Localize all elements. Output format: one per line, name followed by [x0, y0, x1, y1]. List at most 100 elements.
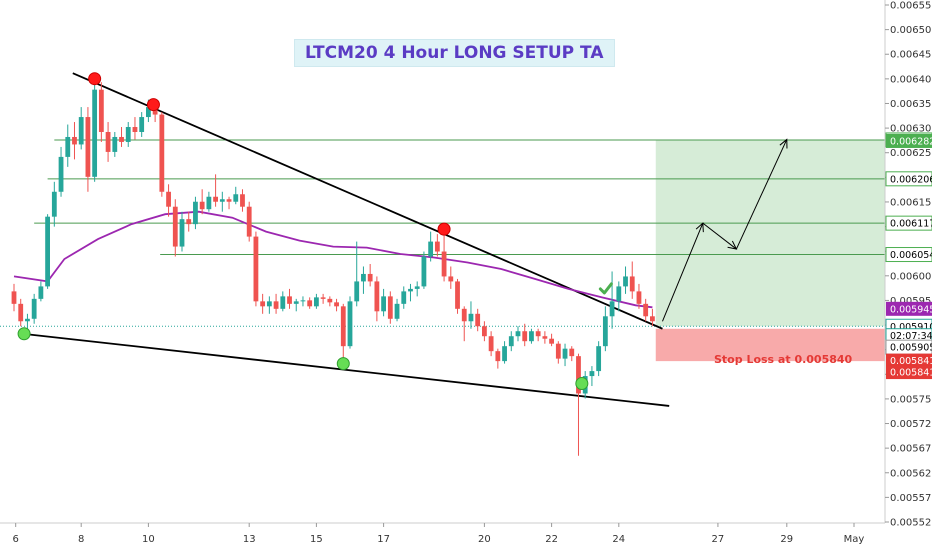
candle-body [623, 276, 628, 287]
x-tick-label: 24 [612, 534, 625, 545]
candle-body [105, 131, 111, 152]
candle-body [240, 194, 245, 207]
candle-body [125, 127, 131, 142]
candle-body [394, 303, 400, 319]
candle-body [381, 296, 386, 312]
y-tick-label: 0.005520 [890, 518, 932, 529]
candle-body [273, 301, 279, 309]
candle-body [18, 303, 24, 322]
candle-body [213, 196, 218, 202]
candle-body [11, 291, 17, 304]
candle-body [85, 117, 91, 177]
candle-body [72, 136, 77, 145]
target-zone [655, 139, 885, 327]
candle-body [636, 291, 642, 304]
pivot-high-marker [88, 72, 102, 86]
pivot-markers [17, 72, 613, 391]
candle-body [65, 136, 71, 157]
candle-body [287, 296, 292, 304]
pivot-low-marker [336, 357, 350, 371]
candle-body [219, 199, 225, 202]
stop-loss-annotation: Stop Loss at 0.005840 [714, 353, 853, 366]
candle-body [576, 356, 581, 394]
candle-body [535, 331, 541, 337]
candle-body [172, 206, 178, 247]
candle-body [441, 251, 447, 277]
candle-body [307, 300, 313, 307]
arrow-head-icon [779, 138, 788, 149]
price-badge-label: 0.005945 [890, 304, 932, 315]
candle-body [119, 136, 124, 142]
stop-loss-zone [655, 328, 885, 362]
x-tick-label: 17 [377, 534, 390, 545]
resistance-trendline [72, 72, 663, 330]
candle-body [347, 301, 353, 347]
support-trendline [22, 332, 670, 407]
price-badge [886, 353, 932, 368]
candle-body [562, 348, 568, 359]
price-badge-label: 0.005841 [890, 368, 932, 379]
candle-body [374, 281, 380, 312]
candle-body [589, 371, 595, 377]
checkmark-icon [598, 282, 613, 295]
candle-body [233, 194, 239, 202]
candle-body [387, 296, 393, 319]
candle-body [179, 219, 185, 247]
x-tick-label: 15 [310, 534, 323, 545]
candle-body [555, 343, 561, 359]
candle-body [246, 206, 252, 237]
candle-body [159, 114, 165, 192]
price-badges: 0.0062840.0062820.0062060.0061170.006054… [885, 132, 932, 380]
trendlines [22, 72, 670, 407]
candle-body [320, 297, 326, 299]
candle-body [58, 156, 64, 192]
candle-body [314, 297, 319, 307]
candle-body [367, 273, 373, 282]
x-tick-label: 10 [142, 534, 155, 545]
candle-body [139, 117, 145, 132]
candle-body [132, 127, 138, 132]
candle-body [280, 296, 286, 309]
candle-body [468, 313, 474, 322]
pivot-high-marker [437, 222, 451, 236]
candle-body [253, 236, 259, 302]
price-badge [886, 133, 932, 148]
candle-body [629, 276, 635, 292]
candle-body [199, 201, 205, 210]
x-tick-label: 6 [12, 534, 18, 545]
candle-body [495, 351, 501, 362]
pivot-high-marker [146, 98, 160, 112]
x-tick-label: 8 [78, 534, 84, 545]
price-badge [886, 365, 932, 380]
candle-body [616, 286, 622, 302]
candle-body [421, 256, 427, 287]
x-tick-label: 29 [780, 534, 793, 545]
candle-body [146, 107, 151, 118]
chart-title: LTCM20 4 Hour LONG SETUP TA [294, 39, 615, 67]
price-badge [885, 171, 932, 187]
candle-body [414, 286, 420, 289]
x-tick-label: 13 [243, 534, 256, 545]
candle-body [226, 199, 232, 202]
candle-body [401, 291, 407, 304]
price-badge-label: 0.006054 [890, 250, 932, 261]
candle-body [475, 313, 481, 327]
projected-path-segment [702, 222, 737, 250]
projected-path-segment [735, 139, 788, 250]
candle-body [361, 273, 366, 282]
candle-body [334, 302, 339, 307]
trade-zones [655, 139, 885, 362]
candle-body [461, 308, 467, 322]
candle-body [596, 346, 602, 372]
candle-body [300, 300, 306, 302]
price-badge-label: 0.006117 [890, 219, 932, 230]
